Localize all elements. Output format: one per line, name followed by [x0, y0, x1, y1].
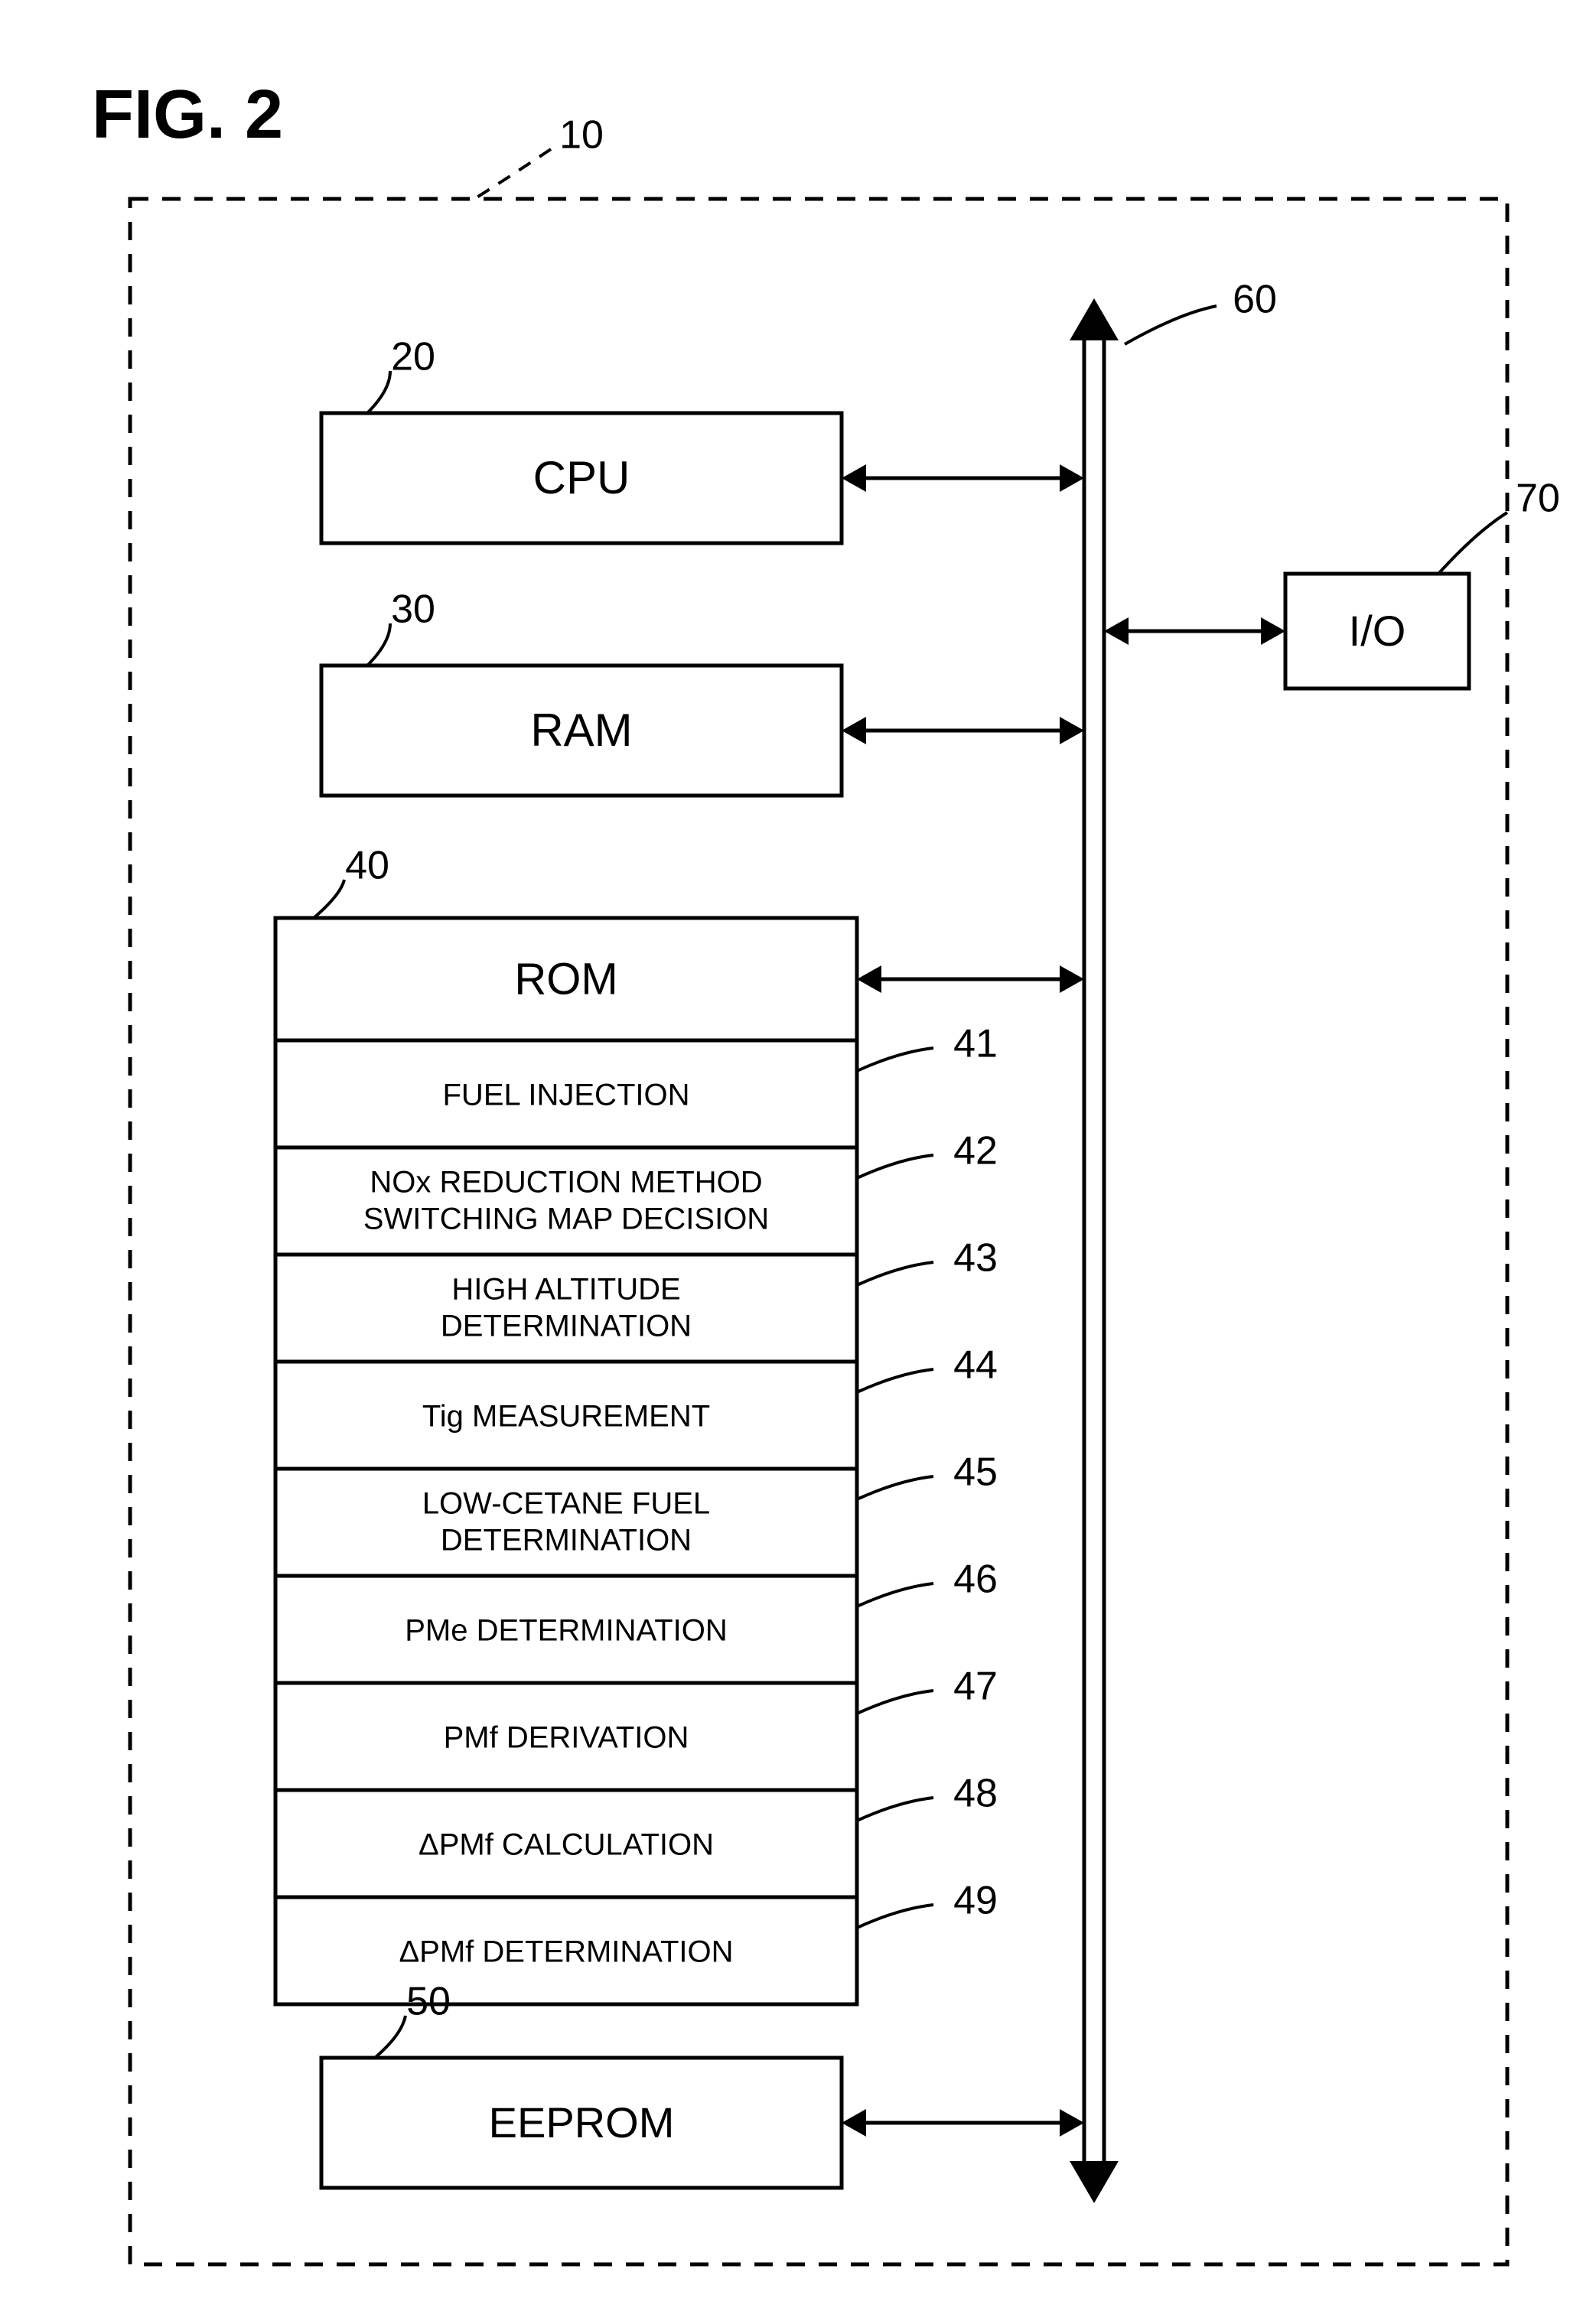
- svg-text:PMe DETERMINATION: PMe DETERMINATION: [405, 1614, 728, 1648]
- svg-text:70: 70: [1516, 477, 1560, 521]
- svg-text:HIGH ALTITUDE: HIGH ALTITUDE: [451, 1273, 680, 1307]
- svg-text:46: 46: [953, 1557, 998, 1602]
- leader-45: [857, 1476, 933, 1499]
- rom-item-45: [275, 1469, 857, 1576]
- svg-text:60: 60: [1233, 278, 1277, 322]
- svg-text:ROM: ROM: [514, 954, 617, 1004]
- leader-48: [857, 1798, 933, 1821]
- leader-44: [857, 1369, 933, 1392]
- svg-text:PMf DERIVATION: PMf DERIVATION: [444, 1721, 689, 1755]
- svg-text:45: 45: [953, 1450, 998, 1495]
- leader-47: [857, 1691, 933, 1714]
- leader-42: [857, 1155, 933, 1178]
- svg-text:I/O: I/O: [1349, 607, 1406, 655]
- svg-text:EEPROM: EEPROM: [489, 2098, 675, 2147]
- svg-text:FIG. 2: FIG. 2: [92, 76, 283, 153]
- svg-text:10: 10: [559, 113, 604, 158]
- svg-text:NOx REDUCTION METHOD: NOx REDUCTION METHOD: [370, 1166, 762, 1199]
- svg-text:Tig MEASUREMENT: Tig MEASUREMENT: [422, 1400, 710, 1434]
- leader-43: [857, 1262, 933, 1285]
- svg-text:DETERMINATION: DETERMINATION: [441, 1524, 692, 1557]
- rom-item-43: [275, 1255, 857, 1362]
- leader-41: [857, 1048, 933, 1071]
- svg-text:41: 41: [953, 1022, 998, 1066]
- rom-item-42: [275, 1147, 857, 1255]
- svg-text:30: 30: [391, 588, 435, 632]
- leader-49: [857, 1905, 933, 1928]
- svg-text:20: 20: [391, 335, 435, 379]
- svg-text:DETERMINATION: DETERMINATION: [441, 1310, 692, 1343]
- svg-text:42: 42: [953, 1129, 998, 1173]
- svg-text:50: 50: [406, 1980, 451, 2024]
- svg-text:CPU: CPU: [533, 452, 630, 503]
- svg-text:43: 43: [953, 1236, 998, 1281]
- leader-70: [1438, 513, 1507, 574]
- svg-text:ΔPMf CALCULATION: ΔPMf CALCULATION: [419, 1828, 714, 1862]
- svg-text:LOW-CETANE FUEL: LOW-CETANE FUEL: [422, 1487, 710, 1521]
- leader-46: [857, 1584, 933, 1606]
- leader-cpu: [367, 371, 390, 413]
- svg-text:49: 49: [953, 1879, 998, 1923]
- svg-text:FUEL INJECTION: FUEL INJECTION: [443, 1079, 690, 1112]
- container-box: [130, 199, 1507, 2264]
- svg-text:ΔPMf DETERMINATION: ΔPMf DETERMINATION: [399, 1935, 733, 1969]
- svg-text:RAM: RAM: [530, 705, 632, 756]
- svg-text:SWITCHING MAP DECISION: SWITCHING MAP DECISION: [363, 1203, 769, 1236]
- svg-text:40: 40: [345, 844, 389, 888]
- svg-text:47: 47: [953, 1665, 998, 1709]
- bus-arrow-down: [1070, 2161, 1119, 2203]
- leader-10: [474, 149, 551, 199]
- svg-text:44: 44: [953, 1343, 998, 1388]
- leader-60: [1125, 306, 1217, 344]
- leader-rom: [314, 880, 344, 918]
- svg-text:48: 48: [953, 1772, 998, 1816]
- leader-ram: [367, 623, 390, 666]
- diagram-root: FIG. 2 10 60 CPU 20 RAM 30 ROM 40 FUEL INJECTION 4…: [0, 0, 1596, 2324]
- leader-eeprom: [375, 2016, 406, 2058]
- bus-arrow-up: [1070, 298, 1119, 340]
